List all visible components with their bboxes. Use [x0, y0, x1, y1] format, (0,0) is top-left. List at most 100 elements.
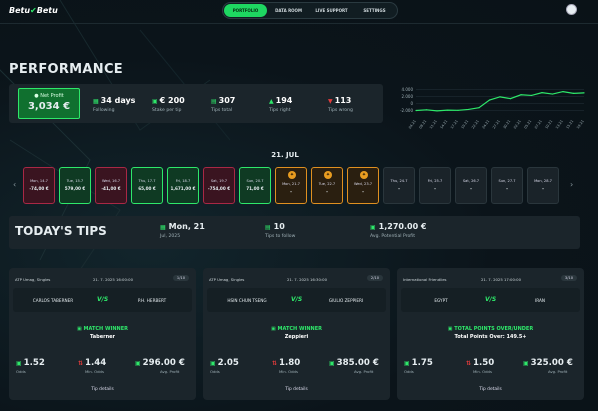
calendar-day[interactable]: ✦ Wed, 23.7 –	[347, 167, 379, 204]
card-match: CARLOS TABERNER V/S P.H. HERBERT	[13, 288, 192, 312]
calendar-day[interactable]: Mon, 14.7 -74,00 €	[23, 167, 55, 204]
profit-point	[467, 108, 470, 111]
x-tick-label: 04.21	[408, 119, 417, 129]
calendar-day[interactable]: Sat, 26.7 –	[455, 167, 487, 204]
calendar-day-profit: 579,00 €	[64, 186, 86, 191]
calendar-day[interactable]: ✦ Mon, 21.7 –	[275, 167, 307, 204]
card-league: ATP Umag, Singles	[15, 277, 51, 282]
calendar-day[interactable]: Thu, 17.7 65,00 €	[131, 167, 163, 204]
calendar-day-profit: –	[469, 186, 473, 191]
calendar-day-profit: –	[505, 186, 509, 191]
card-min-odds: ⇅ 1.80	[272, 358, 301, 368]
x-tick-label: 19.21	[576, 119, 585, 129]
card-league: ATP Umag, Singles	[209, 277, 245, 282]
profit-point	[572, 92, 575, 94]
odds-label: Odds	[404, 369, 414, 374]
team-away: IRAN	[535, 298, 545, 303]
calendar-day[interactable]: Thu, 24.7 –	[383, 167, 415, 204]
x-tick-label: 15.21	[565, 119, 574, 129]
calendar-day[interactable]: Fri, 25.7 –	[419, 167, 451, 204]
calendar-day-profit: –	[361, 189, 365, 194]
calendar-prev-arrow[interactable]: ‹	[13, 180, 17, 189]
min-odds-label: Min. Odds	[279, 369, 298, 374]
card-profit: ▣ 385.00 €	[329, 358, 379, 368]
card-time: 21. 7. 2025 17:00:00	[481, 277, 521, 282]
calendar-day[interactable]: Sun, 27.7 –	[491, 167, 523, 204]
min-odds-icon: ⇅	[466, 360, 472, 367]
nav-tab-portfolio[interactable]: PORTFOLIO	[224, 4, 267, 17]
calendar-day-date: Thu, 24.7	[390, 179, 408, 183]
card-badge: 1/10	[172, 275, 189, 281]
market-icon: ▣	[271, 326, 278, 332]
nav-tab-live-support[interactable]: LIVE SUPPORT	[315, 8, 348, 13]
tip-card[interactable]: ATP Umag, Singles 21. 7. 2025 16:00:00 1/1…	[9, 268, 196, 400]
stat-following: ▦ 34 days Following	[93, 96, 136, 113]
calendar-day-profit: -41,00 €	[101, 186, 121, 191]
versus-label: V/S	[97, 296, 109, 303]
avg-potential-profit: ▣ 1,270.00 € Avg. Potential Profit	[370, 222, 427, 239]
logo[interactable]: Betu✔Betu	[9, 6, 58, 15]
x-tick-label: 19.21	[460, 119, 469, 129]
money-icon: ▣	[370, 224, 376, 231]
calendar-day-date: Tue, 15.7	[66, 179, 84, 183]
todays-tips-title: TODAY'S TIPS	[15, 224, 107, 238]
profit-point	[520, 94, 522, 96]
card-pick: Taberner	[90, 334, 115, 340]
card-profit: ▣ 325.00 €	[523, 358, 573, 368]
calendar-date: 21. JUL	[271, 151, 299, 159]
calendar-day[interactable]: Mon, 28.7 –	[527, 167, 559, 204]
calendar-day[interactable]: Wed, 16.7 -41,00 €	[95, 167, 127, 204]
min-odds-icon: ⇅	[78, 360, 84, 367]
calendar-day-date: Fri, 25.7	[427, 179, 443, 183]
card-time: 21. 7. 2025 16:00:00	[93, 277, 133, 282]
profit-point	[530, 94, 533, 97]
profit-point	[509, 98, 512, 100]
calendar-day-date: Fri, 18.7	[175, 179, 191, 183]
y-tick-label: 4.000	[402, 87, 414, 92]
lightbulb-icon: ✦	[288, 171, 296, 179]
calendar-day-profit: 65,00 €	[138, 186, 156, 191]
card-odds: ▣ 2.05	[210, 358, 239, 368]
odds-label: Odds	[210, 369, 220, 374]
calendar-day[interactable]: Sat, 19.7 -754,00 €	[203, 167, 235, 204]
card-badge: 2/10	[366, 275, 383, 281]
calendar-day-profit: 71,00 €	[246, 186, 264, 191]
tip-card[interactable]: ATP Umag, Singles 21. 7. 2025 16:30:00 2/1…	[203, 268, 390, 400]
thumbs-down-icon: ▼	[328, 98, 333, 105]
calendar-day[interactable]: Sun, 20.7 71,00 €	[239, 167, 271, 204]
versus-label: V/S	[291, 296, 303, 303]
calendar-day-date: Thu, 17.7	[138, 179, 156, 183]
card-market: ▣ MATCH WINNER	[271, 326, 322, 332]
profit-point	[425, 109, 428, 111]
stat-tips-total: ▤ 307 Tips total	[211, 96, 236, 113]
min-odds-icon: ⇅	[272, 360, 278, 367]
money-icon: ▣	[329, 360, 335, 367]
nav-tab-settings[interactable]: SETTINGS	[363, 8, 386, 13]
profit-point	[446, 109, 449, 111]
calendar-day[interactable]: ✦ Tue, 22.7 –	[311, 167, 343, 204]
card-odds: ▣ 1.52	[16, 358, 45, 368]
calendar-day-date: Wed, 23.7	[353, 182, 373, 186]
money-icon: ▣	[135, 360, 141, 367]
profit-line-chart: 4.000 2.000 0 -2.000 04.21 08.21 11.21 14.21 17.…	[400, 87, 585, 130]
user-avatar[interactable]	[566, 4, 577, 15]
card-profit: ▣ 296.00 €	[135, 358, 185, 368]
x-tick-label: 24.21	[481, 119, 490, 129]
x-tick-label: 14.21	[439, 119, 448, 129]
tip-details-link[interactable]: Tip details	[91, 387, 114, 392]
tip-details-link[interactable]: Tip details	[479, 387, 502, 392]
nav-tab-data-room[interactable]: DATA ROOM	[275, 8, 302, 13]
money-icon: ▣	[152, 98, 158, 105]
tip-card[interactable]: International Friendlies 21. 7. 2025 17:0…	[397, 268, 584, 400]
main-nav: PORTFOLIO DATA ROOM LIVE SUPPORT SETTING…	[222, 2, 398, 19]
card-badge: 3/10	[560, 275, 577, 281]
calendar-day[interactable]: Tue, 15.7 579,00 €	[59, 167, 91, 204]
coin-icon: ●	[34, 93, 39, 99]
lightbulb-icon: ✦	[360, 171, 368, 179]
calendar-day[interactable]: Fri, 18.7 1,671,00 €	[167, 167, 199, 204]
x-tick-label: 30.21	[502, 119, 511, 129]
x-tick-label: 17.21	[450, 119, 459, 129]
tip-details-link[interactable]: Tip details	[285, 387, 308, 392]
odds-icon: ▣	[210, 360, 216, 367]
calendar-next-arrow[interactable]: ›	[570, 180, 574, 189]
